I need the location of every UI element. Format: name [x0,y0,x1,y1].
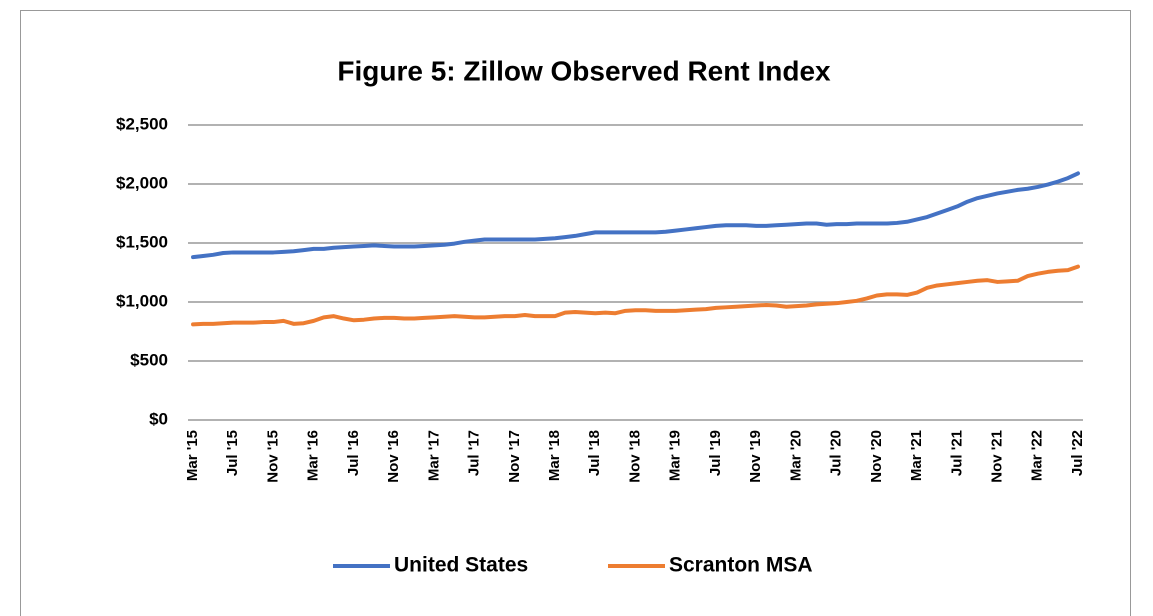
legend-label: United States [394,554,528,577]
x-tick-label: Mar '17 [425,430,442,481]
x-tick-label: Mar '22 [1029,430,1046,481]
x-tick-label: Mar '19 [667,430,684,481]
x-tick-label: Jul '15 [224,430,241,476]
x-tick-label: Mar '16 [305,430,322,481]
y-tick-label: $0 [149,409,168,428]
legend-label: Scranton MSA [669,554,813,577]
y-tick-label: $1,000 [116,291,168,310]
x-tick-label: Jul '20 [828,430,845,476]
y-tick-label: $2,500 [116,114,168,133]
x-tick-label: Nov '16 [385,430,402,483]
x-tick-label: Nov '18 [626,430,643,483]
y-tick-label: $2,000 [116,173,168,192]
x-tick-label: Nov '21 [988,430,1005,483]
x-tick-label: Nov '20 [868,430,885,483]
y-tick-label: $500 [130,350,168,369]
series-line [191,264,1080,327]
x-tick-label: Nov '15 [264,430,281,483]
x-tick-label: Mar '20 [787,430,804,481]
x-tick-label: Mar '15 [184,430,201,481]
series-line [191,171,1080,260]
chart-frame [20,10,1131,616]
x-tick-label: Jul '18 [586,430,603,476]
x-tick-label: Jul '19 [707,430,724,476]
y-tick-label: $1,500 [116,232,168,251]
x-tick-label: Jul '16 [345,430,362,476]
x-tick-label: Jul '21 [948,430,965,476]
x-tick-label: Nov '17 [506,430,523,483]
x-tick-label: Jul '22 [1069,430,1086,476]
x-tick-label: Mar '18 [546,430,563,481]
x-tick-label: Nov '19 [747,430,764,483]
x-tick-label: Mar '21 [908,430,925,481]
x-tick-label: Jul '17 [466,430,483,476]
chart-title: Figure 5: Zillow Observed Rent Index [337,55,831,86]
